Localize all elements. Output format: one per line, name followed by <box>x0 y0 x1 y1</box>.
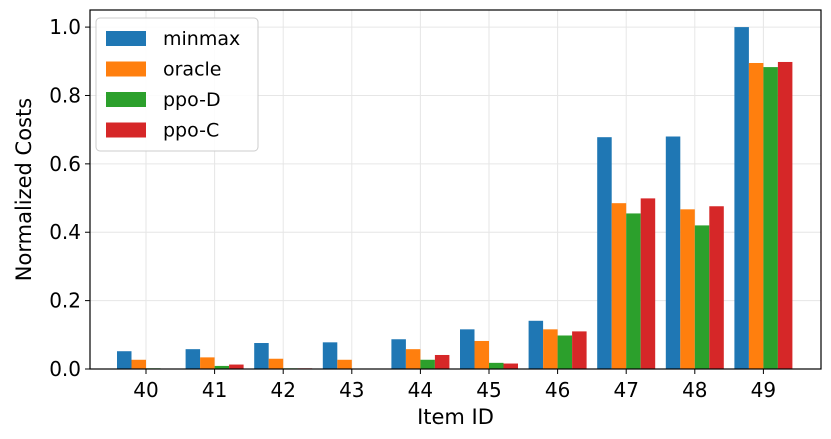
bar-oracle-48 <box>680 209 695 369</box>
bar-ppo-C-48 <box>709 206 724 369</box>
plot-frame <box>89 9 822 370</box>
x-tick-label: 48 <box>682 378 707 402</box>
x-tick-label: 47 <box>613 378 638 402</box>
legend-swatch-ppo-C <box>106 122 146 138</box>
legend-swatch-ppo-D <box>106 92 146 107</box>
y-tick-label: 1.0 <box>49 15 81 39</box>
bar-minmax-45 <box>460 329 475 369</box>
bar-oracle-49 <box>748 62 764 369</box>
bar-ppo-D-46 <box>557 335 573 369</box>
x-tick-label: 44 <box>408 378 433 402</box>
legend-label-oracle: oracle <box>163 59 222 81</box>
y-tick-label: 0.6 <box>49 152 81 176</box>
bar-ppo-C-47 <box>640 198 656 369</box>
legend-label-ppo-D: ppo-D <box>163 89 221 111</box>
bar-ppo-D-41 <box>214 365 230 369</box>
y-tick-label: 0.2 <box>49 289 81 313</box>
bar-minmax-49 <box>734 27 749 369</box>
bar-minmax-40 <box>117 351 132 369</box>
bar-ppo-C-49 <box>777 61 793 370</box>
bar-oracle-43 <box>337 359 352 369</box>
y-tick-label: 0.4 <box>49 220 81 244</box>
y-tick-label: 0.8 <box>49 83 81 107</box>
x-tick-label: 41 <box>202 378 227 402</box>
x-tick-label: 43 <box>339 378 364 402</box>
x-axis-ticks: 40 41 42 43 44 45 46 47 48 49 <box>133 369 776 402</box>
y-axis-ticks: 0.0 0.2 0.4 0.6 0.8 1.0 <box>49 15 90 381</box>
bar-minmax-44 <box>391 339 406 369</box>
bar-oracle-45 <box>474 340 489 369</box>
legend-box <box>95 17 259 152</box>
bar-ppo-C-45 <box>503 363 518 369</box>
bar-oracle-46 <box>543 329 558 369</box>
bar-ppo-D-48 <box>694 225 710 369</box>
bar-minmax-42 <box>254 343 269 369</box>
x-axis-label: Item ID <box>417 405 494 429</box>
bar-ppo-C-41 <box>229 364 244 369</box>
legend-label-ppo-C: ppo-C <box>163 120 219 142</box>
bar-oracle-44 <box>405 349 421 369</box>
x-tick-label: 40 <box>133 378 158 402</box>
x-tick-label: 49 <box>751 378 776 402</box>
y-axis-label: Normalized Costs <box>12 98 36 281</box>
legend-swatch-minmax <box>106 31 146 46</box>
y-tick-label: 0.0 <box>49 357 81 381</box>
bar-oracle-41 <box>200 357 215 369</box>
bar-oracle-40 <box>131 359 146 369</box>
bar-oracle-47 <box>611 203 627 369</box>
bar-minmax-43 <box>322 342 338 369</box>
bar-minmax-41 <box>185 349 201 369</box>
legend: minmax oracle ppo-D ppo-C <box>95 17 259 152</box>
bars <box>117 27 793 370</box>
bar-ppo-C-46 <box>572 331 587 369</box>
x-tick-label: 42 <box>270 378 295 402</box>
bar-ppo-D-45 <box>489 362 504 369</box>
bar-ppo-D-49 <box>763 67 778 370</box>
bar-ppo-D-47 <box>626 213 641 369</box>
bar-minmax-48 <box>665 136 681 369</box>
legend-label-minmax: minmax <box>163 28 240 50</box>
bar-minmax-46 <box>528 320 544 369</box>
x-tick-label: 46 <box>545 378 570 402</box>
bar-ppo-C-44 <box>434 354 450 369</box>
legend-swatch-oracle <box>106 61 146 77</box>
x-tick-label: 45 <box>476 378 501 402</box>
bar-ppo-D-44 <box>420 359 435 369</box>
bar-minmax-47 <box>597 137 612 369</box>
bar-oracle-42 <box>268 358 284 369</box>
